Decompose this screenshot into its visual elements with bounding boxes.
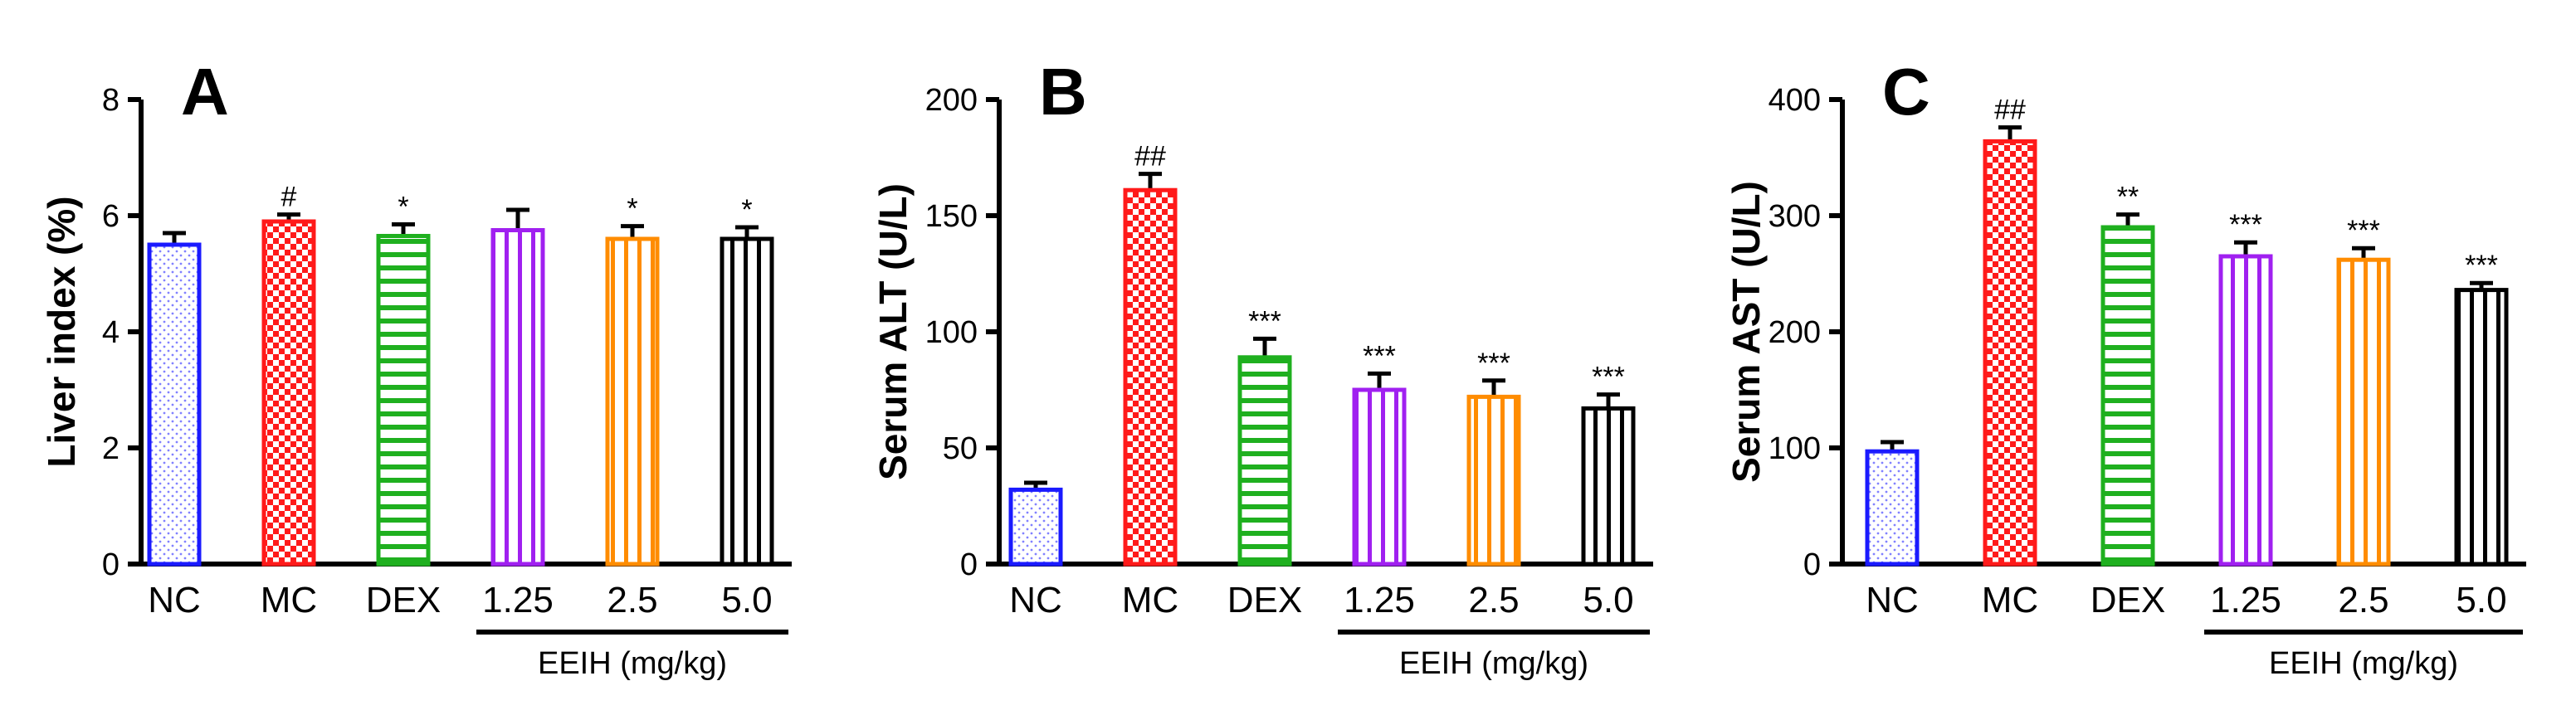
category-label: NC xyxy=(1866,580,1919,620)
y-tick-label: 4 xyxy=(102,315,120,350)
category-label: MC xyxy=(261,580,317,620)
bar-DEX xyxy=(376,234,431,567)
category-label: DEX xyxy=(2091,580,2165,620)
bar-NC xyxy=(1008,487,1063,567)
bar-1.25 xyxy=(490,228,545,567)
y-tick-label: 6 xyxy=(102,199,120,234)
bar-2.5 xyxy=(2336,257,2391,567)
significance-mark: *** xyxy=(1363,340,1396,372)
panel-b: 0 50 100 150 200 Serum ALT (U/L) B NC ## MC *** DEX… xyxy=(871,55,1653,681)
significance-mark: *** xyxy=(1477,348,1510,379)
category-label: 5.0 xyxy=(2456,580,2506,620)
significance-mark: *** xyxy=(2465,250,2498,281)
panel-a: 0 2 4 6 8 Liver index (%) A NC # MC * DEX 1.25 * 2.5 * 5… xyxy=(40,55,792,681)
bar-NC xyxy=(1865,449,1920,567)
category-label: NC xyxy=(1009,580,1062,620)
y-tick-label: 200 xyxy=(1769,315,1821,350)
category-label: DEX xyxy=(366,580,441,620)
significance-mark: *** xyxy=(1592,362,1625,393)
significance-mark: *** xyxy=(2229,209,2262,241)
group-label: EEIH (mg/kg) xyxy=(1399,646,1588,681)
bar-5.0 xyxy=(1581,406,1636,567)
significance-mark: *** xyxy=(2347,215,2380,246)
bar-5.0 xyxy=(2454,288,2509,567)
bar-2.5 xyxy=(605,236,660,567)
significance-mark: * xyxy=(741,194,752,226)
y-axis-label: Serum AST (U/L) xyxy=(1725,181,1768,483)
y-tick-label: 100 xyxy=(925,315,978,350)
category-label: 2.5 xyxy=(1468,580,1519,620)
significance-mark: * xyxy=(627,193,637,225)
bar-2.5 xyxy=(1466,394,1521,567)
significance-mark: *** xyxy=(1248,305,1281,337)
category-label: DEX xyxy=(1227,580,1302,620)
bar-MC xyxy=(1983,139,2037,567)
y-axis-label: Liver index (%) xyxy=(40,196,83,467)
panel-c: 0 100 200 300 400 Serum AST (U/L) C NC ## MC ** DEX… xyxy=(1725,55,2526,681)
y-tick-label: 150 xyxy=(925,199,978,234)
category-label: 1.25 xyxy=(482,580,554,620)
bar-1.25 xyxy=(1352,387,1407,567)
y-tick-label: 0 xyxy=(960,547,978,582)
category-label: 2.5 xyxy=(607,580,657,620)
category-label: 5.0 xyxy=(721,580,772,620)
panel-letter: B xyxy=(1039,55,1087,129)
y-tick-label: 50 xyxy=(943,431,978,466)
y-axis-label: Serum ALT (U/L) xyxy=(871,183,915,480)
bar-MC xyxy=(261,219,316,567)
bar-1.25 xyxy=(2218,254,2273,567)
category-label: MC xyxy=(1122,580,1178,620)
y-tick-label: 100 xyxy=(1769,431,1821,466)
y-tick-label: 200 xyxy=(925,83,978,118)
category-label: 1.25 xyxy=(2210,580,2281,620)
bar-DEX xyxy=(1237,355,1292,567)
significance-mark: ## xyxy=(1994,95,2026,126)
category-label: MC xyxy=(1982,580,2038,620)
bar-MC xyxy=(1123,187,1178,567)
significance-mark: ** xyxy=(2117,182,2139,213)
y-tick-label: 0 xyxy=(102,547,120,582)
category-label: 5.0 xyxy=(1583,580,1633,620)
bar-5.0 xyxy=(720,236,774,567)
significance-mark: * xyxy=(398,192,408,223)
group-label: EEIH (mg/kg) xyxy=(538,646,727,681)
significance-mark: ## xyxy=(1134,141,1166,173)
significance-mark: # xyxy=(281,182,297,213)
y-tick-label: 8 xyxy=(102,83,120,118)
y-tick-label: 0 xyxy=(1803,547,1821,582)
category-label: 2.5 xyxy=(2338,580,2388,620)
panel-letter: A xyxy=(181,55,229,129)
bar-NC xyxy=(147,242,202,567)
y-tick-label: 300 xyxy=(1769,199,1821,234)
category-label: NC xyxy=(148,580,201,620)
y-tick-label: 400 xyxy=(1769,83,1821,118)
y-tick-label: 2 xyxy=(102,431,120,466)
bar-DEX xyxy=(2100,225,2155,567)
panel-letter: C xyxy=(1882,55,1930,129)
category-label: 1.25 xyxy=(1344,580,1415,620)
group-label: EEIH (mg/kg) xyxy=(2269,646,2458,681)
